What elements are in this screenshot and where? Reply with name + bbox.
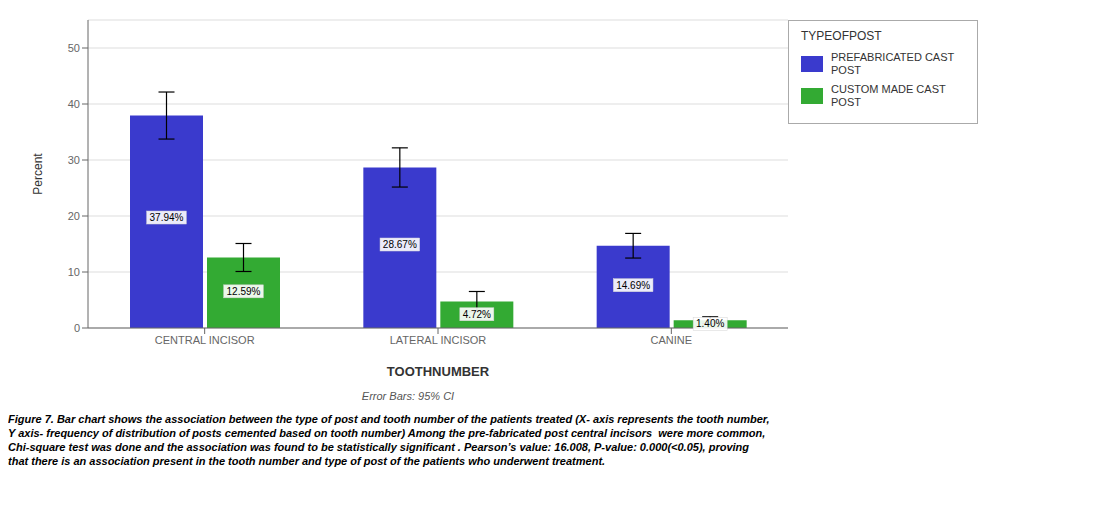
svg-text:28.67%: 28.67% [383, 239, 417, 250]
html-text:PREFABRICATED CAST: PREFABRICATED CAST [831, 51, 955, 63]
svg-text:40: 40 [68, 98, 80, 110]
html-text:CUSTOM MADE CAST POST: CUSTOM MADE CAST POST [831, 83, 946, 108]
html-text:TYPEOFPOST: TYPEOFPOST [801, 29, 882, 43]
html-text:Figure 7. Bar chart shows the: Figure 7. Bar chart shows the associatio… [8, 413, 770, 467]
html-text:POST: POST [831, 64, 861, 76]
svg-text:10: 10 [68, 266, 80, 278]
svg-text:Percent: Percent [31, 153, 45, 195]
svg-text:30: 30 [68, 154, 80, 166]
svg-text:12.59%: 12.59% [227, 286, 261, 297]
svg-text:1.40%: 1.40% [696, 318, 724, 329]
svg-text:TOOTHNUMBER: TOOTHNUMBER [387, 364, 490, 379]
svg-text:37.94%: 37.94% [150, 212, 184, 223]
svg-text:14.69%: 14.69% [616, 280, 650, 291]
svg-text:0: 0 [74, 322, 80, 334]
svg-text:LATERAL INCISOR: LATERAL INCISOR [390, 334, 487, 346]
svg-text:4.72%: 4.72% [463, 309, 491, 320]
svg-text:CENTRAL INCISOR: CENTRAL INCISOR [155, 334, 255, 346]
html-text:Error Bars: 95% CI: Error Bars: 95% CI [361, 390, 455, 402]
svg-text:20: 20 [68, 210, 80, 222]
svg-text:CANINE: CANINE [651, 334, 693, 346]
svg-text:50: 50 [68, 42, 80, 54]
